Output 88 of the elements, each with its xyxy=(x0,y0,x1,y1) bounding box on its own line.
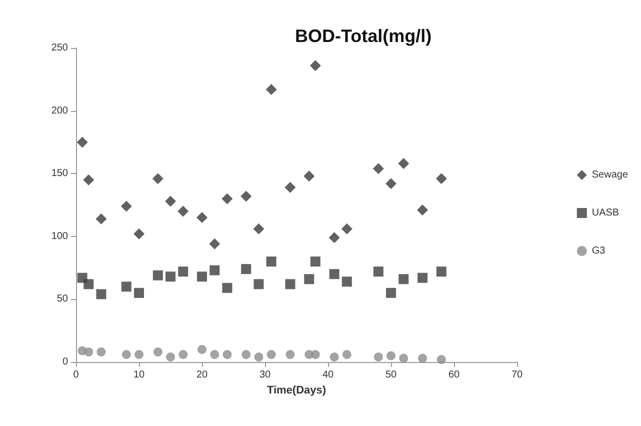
point xyxy=(386,178,396,190)
point xyxy=(253,223,264,234)
point xyxy=(120,200,132,212)
point xyxy=(417,204,428,216)
point xyxy=(83,174,94,186)
point xyxy=(222,193,233,204)
point xyxy=(374,352,383,362)
point xyxy=(436,354,446,364)
point xyxy=(84,347,94,356)
point xyxy=(122,350,131,359)
point xyxy=(284,182,296,193)
point xyxy=(266,350,276,359)
x-tick-label: 20 xyxy=(196,370,208,380)
x-tick-label: 30 xyxy=(259,370,271,380)
point xyxy=(310,256,320,267)
point xyxy=(134,350,144,359)
point xyxy=(372,163,384,174)
point xyxy=(152,270,163,280)
point xyxy=(436,173,447,184)
point xyxy=(304,274,314,284)
point xyxy=(96,213,107,224)
point xyxy=(222,282,232,293)
point xyxy=(330,352,339,362)
point xyxy=(96,347,106,356)
x-tick-label: 50 xyxy=(385,370,397,380)
point xyxy=(310,60,321,72)
point xyxy=(210,265,220,276)
y-tick-label: 150 xyxy=(51,168,68,180)
point xyxy=(341,223,352,234)
point xyxy=(222,350,232,359)
point xyxy=(153,347,162,356)
x-tick-label: 10 xyxy=(133,370,145,380)
point xyxy=(178,350,188,359)
point xyxy=(166,272,176,282)
point xyxy=(96,289,106,300)
point xyxy=(399,354,408,363)
point xyxy=(240,190,252,202)
point xyxy=(254,279,264,290)
legend-label: Sewage xyxy=(592,170,628,180)
point xyxy=(386,351,396,360)
point xyxy=(418,272,428,283)
point xyxy=(254,352,264,362)
point xyxy=(198,344,206,354)
y-tick-label: 250 xyxy=(51,42,68,54)
y-tick-label: 200 xyxy=(51,105,68,116)
point xyxy=(209,238,220,250)
point xyxy=(342,276,352,287)
point xyxy=(342,350,352,359)
point xyxy=(178,206,189,217)
x-tick-label: 60 xyxy=(448,370,460,380)
point xyxy=(285,279,296,290)
legend-label: G3 xyxy=(592,246,606,256)
point xyxy=(134,288,144,298)
point xyxy=(373,266,384,277)
x-tick-label: 70 xyxy=(511,370,523,380)
point xyxy=(418,354,427,363)
point xyxy=(197,272,207,282)
x-axis-title: Time(Days) xyxy=(266,384,326,396)
y-tick-label: 0 xyxy=(62,356,68,368)
point xyxy=(196,212,208,224)
point xyxy=(329,269,340,280)
point xyxy=(328,232,340,244)
point xyxy=(286,350,295,359)
point xyxy=(76,136,88,148)
point xyxy=(398,274,409,284)
point xyxy=(134,228,144,240)
point xyxy=(386,288,396,298)
point xyxy=(304,170,315,182)
point xyxy=(266,256,276,267)
point xyxy=(310,350,320,359)
x-tick-label: 0 xyxy=(73,370,80,380)
point xyxy=(436,266,446,277)
point xyxy=(165,196,176,207)
point xyxy=(166,352,175,362)
point xyxy=(398,158,410,170)
point xyxy=(178,266,188,277)
chart-title: BOD-Total(mg/l) xyxy=(295,26,432,46)
point xyxy=(242,350,251,359)
point xyxy=(266,84,277,95)
y-tick-label: 50 xyxy=(56,294,68,305)
point xyxy=(241,264,252,274)
legend-label: UASB xyxy=(592,208,620,218)
point xyxy=(121,282,132,292)
point xyxy=(84,279,94,290)
point xyxy=(152,173,164,184)
x-tick-label: 40 xyxy=(322,370,334,380)
y-tick-label: 100 xyxy=(51,230,68,242)
point xyxy=(210,350,220,359)
